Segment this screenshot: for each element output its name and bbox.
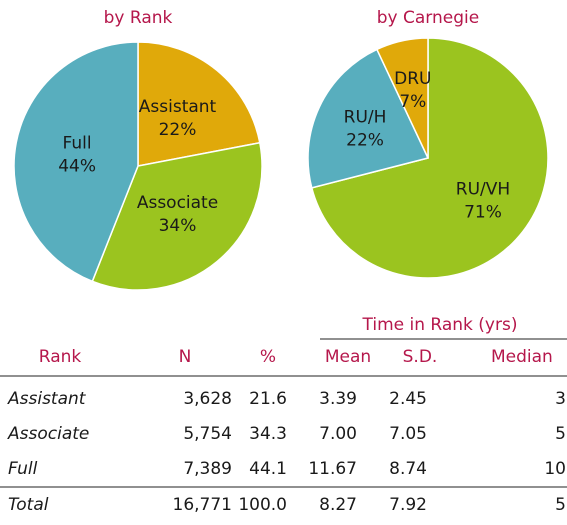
column-header: % [260, 347, 276, 367]
slice-label: DRU [394, 69, 431, 89]
table-cell: 44.1 [249, 459, 287, 479]
row-label: Associate [7, 424, 89, 444]
table-cell: 7.00 [319, 424, 357, 444]
table-cell: 8.74 [389, 459, 427, 479]
table-cell: 8.27 [319, 495, 357, 515]
pie-title: by Carnegie [377, 8, 479, 28]
row-label: Full [8, 459, 38, 479]
table-cell: 21.6 [249, 389, 287, 409]
pie-slice [13, 41, 139, 283]
table-cell: 5 [555, 424, 566, 444]
column-header: Median [491, 347, 553, 367]
row-label: Total [8, 495, 49, 515]
table-cell: 11.67 [308, 459, 357, 479]
column-header: S.D. [403, 347, 438, 367]
slice-value: 44% [58, 156, 96, 176]
table-cell: 3 [555, 389, 566, 409]
row-label: Assistant [7, 389, 87, 409]
slice-label: Full [63, 133, 92, 153]
column-header: N [179, 347, 192, 367]
pie-slice [310, 37, 549, 279]
slice-label: RU/H [344, 107, 387, 127]
table-cell: 5 [555, 495, 566, 515]
slice-value: 71% [464, 203, 502, 223]
slice-value: 22% [159, 120, 197, 140]
table-cell: 10 [544, 459, 566, 479]
table-cell: 5,754 [183, 424, 232, 444]
table-cell: 3.39 [319, 389, 357, 409]
pie-slice [375, 37, 429, 159]
column-header: Mean [325, 347, 371, 367]
column-header: Rank [39, 347, 82, 367]
slice-value: 22% [346, 130, 384, 150]
table-cell: 7,389 [183, 459, 232, 479]
table-cell: 7.92 [389, 495, 427, 515]
pie-slice [91, 141, 263, 291]
table-cell: 3,628 [183, 389, 232, 409]
slice-value: 34% [159, 216, 197, 236]
table-cell: 34.3 [249, 424, 287, 444]
table-cell: 100.0 [238, 495, 287, 515]
slice-label: RU/VH [456, 180, 510, 200]
table-cell: 16,771 [173, 495, 232, 515]
slice-value: 7% [399, 92, 426, 112]
group-header: Time in Rank (yrs) [362, 315, 518, 335]
pie-slice [307, 48, 430, 189]
table-cell: 7.05 [389, 424, 427, 444]
table-cell: 2.45 [389, 389, 427, 409]
pie-title: by Rank [104, 8, 173, 28]
slice-label: Associate [137, 193, 218, 213]
pie-slice [137, 41, 261, 167]
slice-label: Assistant [139, 97, 217, 117]
